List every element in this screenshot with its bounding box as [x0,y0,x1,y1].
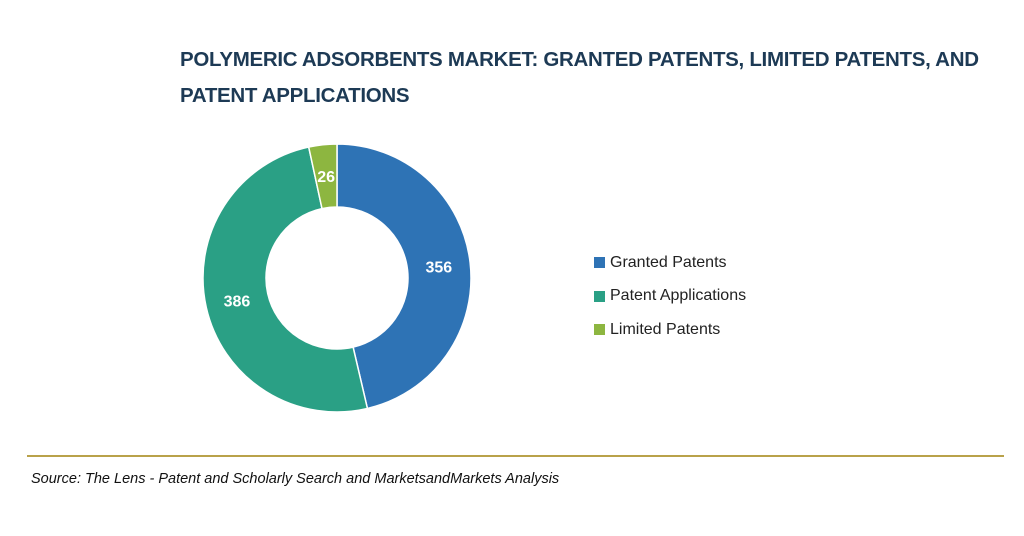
legend-item-patent-applications: Patent Applications [594,280,746,314]
legend-swatch-limited-patents [594,324,605,336]
legend-item-granted-patents: Granted Patents [594,246,746,280]
data-label-patent-applications: 386 [224,293,251,310]
chart-title-line-1: POLYMERIC ADSORBENTS MARKET: GRANTED PAT… [180,48,979,71]
data-label-limited-patents: 26 [317,169,335,186]
legend-label-granted-patents: Granted Patents [610,253,727,271]
chart-legend: Granted Patents Patent Applications Limi… [594,246,746,347]
legend-item-limited-patents: Limited Patents [594,313,746,347]
source-note: Source: The Lens - Patent and Scholarly … [31,471,560,487]
chart-title-line-2: PATENT APPLICATIONS [180,84,410,107]
donut-chart: 356 386 26 [202,143,472,413]
footer-divider [27,455,1004,457]
donut-slice-granted-patents [336,143,472,410]
legend-label-patent-applications: Patent Applications [610,287,747,305]
chart-title: POLYMERIC ADSORBENTS MARKET: GRANTED PAT… [180,42,1010,114]
data-label-granted-patents: 356 [425,259,452,276]
legend-label-limited-patents: Limited Patents [610,320,721,338]
donut-slice-limited-patents [307,143,338,210]
legend-swatch-patent-applications [594,290,605,302]
legend-swatch-granted-patents [594,257,605,269]
donut-slice-patent-applications [202,146,369,413]
